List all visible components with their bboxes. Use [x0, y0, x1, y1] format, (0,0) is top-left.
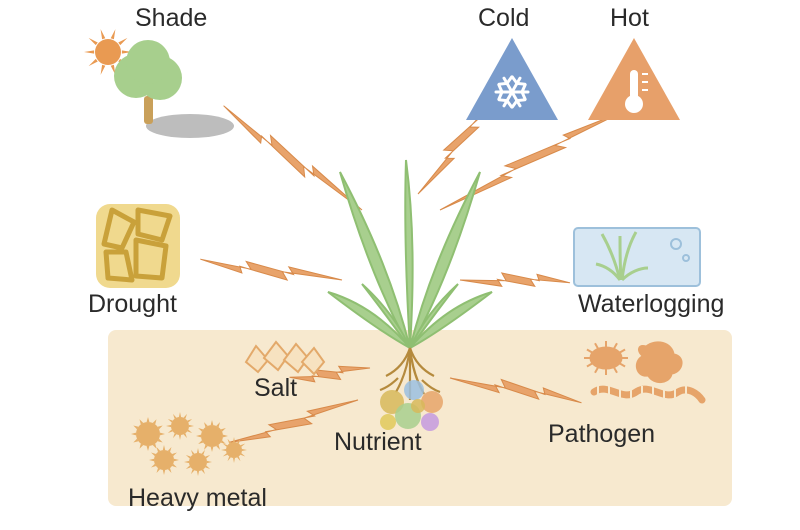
waterlogging-label: Waterlogging — [578, 290, 724, 319]
waterlogging-icon — [566, 206, 716, 296]
shade-icon — [80, 28, 250, 148]
cold-label: Cold — [478, 4, 529, 33]
drought-label: Drought — [88, 290, 177, 319]
pathogen-icon — [580, 332, 710, 418]
heavymetal-label: Heavy metal — [128, 484, 267, 513]
pathogen-label: Pathogen — [548, 420, 655, 449]
shade-label: Shade — [135, 4, 207, 33]
hot-icon — [584, 34, 684, 128]
drought-icon — [92, 200, 184, 292]
salt-icon — [238, 336, 332, 378]
nutrient-label: Nutrient — [334, 428, 422, 457]
diagram-canvas: Shade Cold Hot Drought Waterlogging Salt… — [0, 0, 800, 530]
heavymetal-icon — [128, 412, 258, 486]
hot-label: Hot — [610, 4, 649, 33]
cold-icon — [462, 34, 562, 128]
salt-label: Salt — [254, 374, 297, 403]
